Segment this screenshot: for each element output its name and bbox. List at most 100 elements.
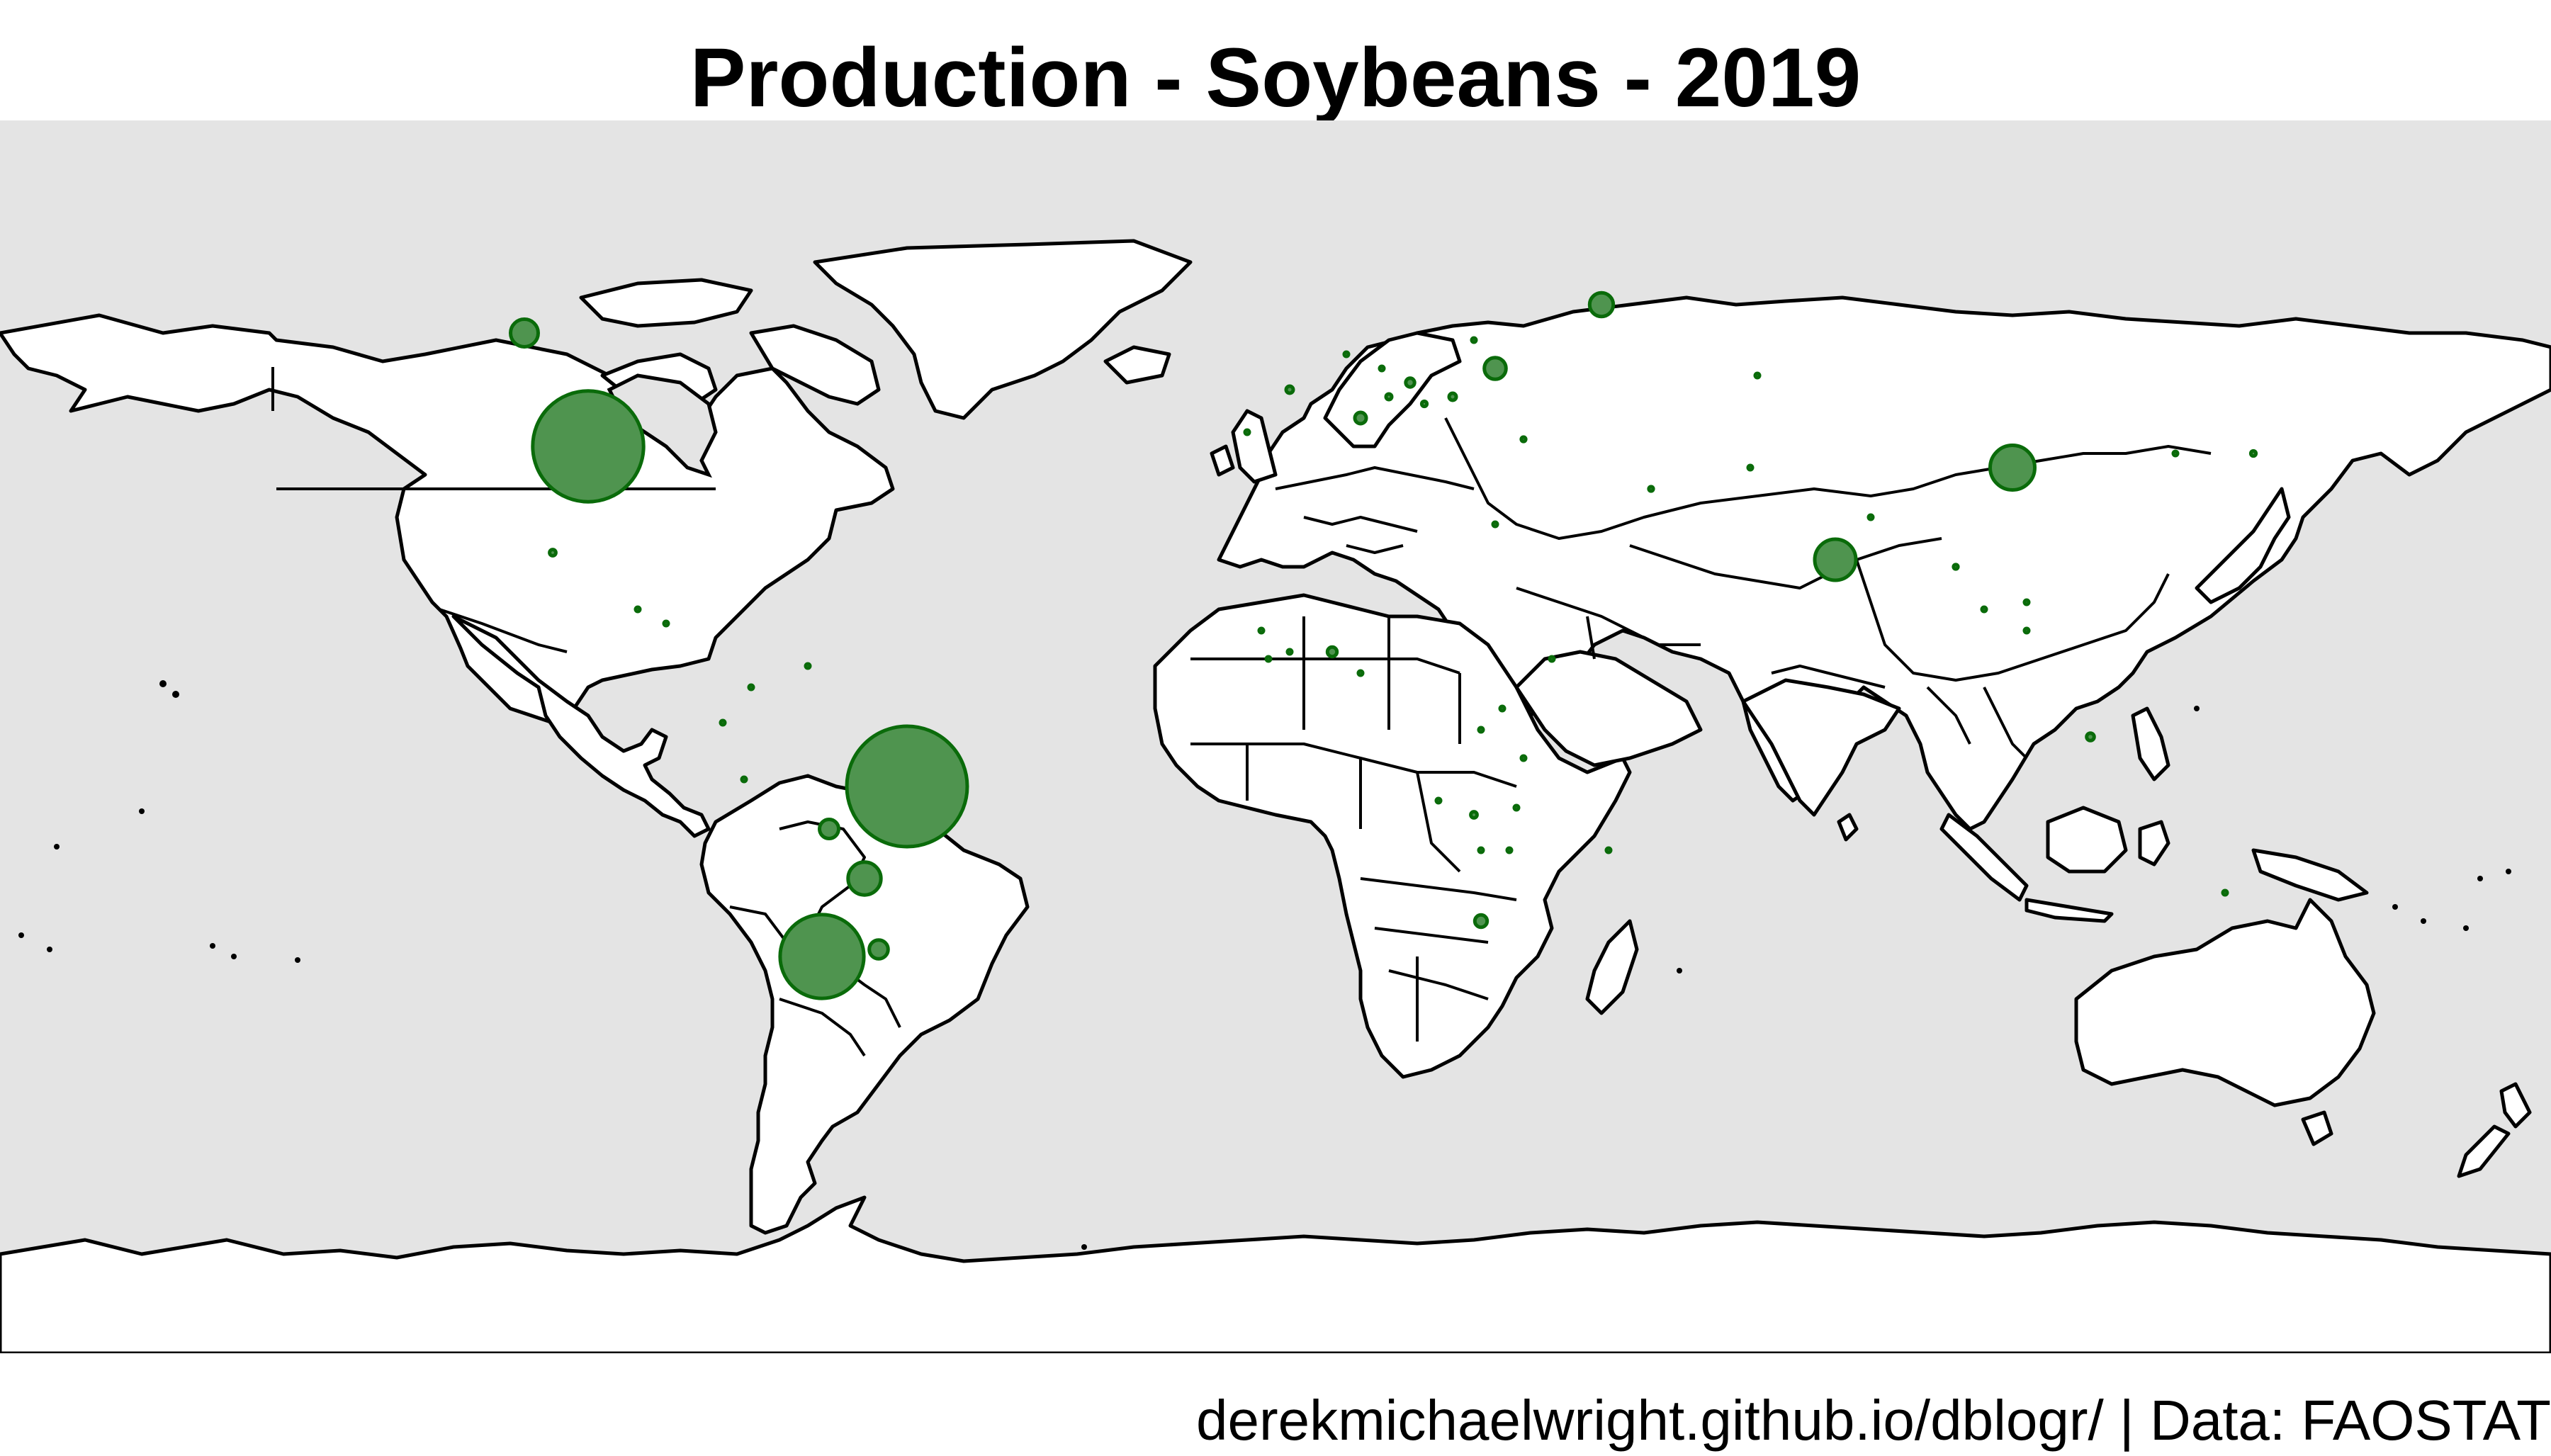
landmass-india <box>1741 678 1901 817</box>
production-bubble <box>1434 796 1443 805</box>
border-southeast-asia <box>1926 686 2028 760</box>
production-bubble <box>1746 463 1755 472</box>
production-bubble <box>1447 391 1458 402</box>
production-bubble <box>1470 336 1478 344</box>
production-bubble <box>1519 435 1528 444</box>
landmass-tasmania <box>2301 1110 2333 1146</box>
island-dot <box>2477 876 2483 881</box>
landmass-sri-lanka <box>1837 813 1859 842</box>
production-bubble <box>2022 598 2031 606</box>
production-bubble <box>1587 290 1616 319</box>
landmass-africa <box>1153 593 1632 1079</box>
production-bubble <box>1753 371 1762 380</box>
production-bubble <box>2248 448 2258 458</box>
landmass-britain <box>1231 409 1278 484</box>
production-bubble <box>1866 513 1875 521</box>
map-title: Production - Soybeans - 2019 <box>689 31 1862 125</box>
landmasses <box>0 239 2551 1353</box>
production-bubble <box>1419 399 1429 409</box>
island-dot <box>295 957 300 963</box>
production-bubble <box>740 775 748 784</box>
production-bubble <box>1482 356 1508 381</box>
island-dot <box>1677 968 1682 974</box>
production-bubble <box>548 548 558 558</box>
production-bubble <box>778 913 866 1000</box>
border-us-mexico <box>439 608 568 653</box>
production-bubble <box>1988 444 2037 492</box>
island-dot <box>139 808 145 814</box>
landmass-java <box>2025 898 2114 923</box>
landmass-arabia <box>1514 650 1703 767</box>
small-islands <box>18 680 2511 1250</box>
border-china <box>1855 559 2170 682</box>
production-bubble <box>818 818 840 840</box>
island-dot <box>2506 869 2511 874</box>
production-bubble <box>719 718 727 727</box>
border-africa-north <box>1190 616 1461 744</box>
production-bubbles <box>509 290 2258 1000</box>
island-dot <box>231 954 237 959</box>
production-bubble <box>747 683 755 692</box>
production-bubble <box>1243 428 1251 436</box>
production-bubble <box>1498 704 1507 713</box>
production-bubble <box>509 317 540 349</box>
production-bubble <box>1384 392 1394 402</box>
production-bubble <box>1980 605 1988 614</box>
production-bubble <box>867 938 890 961</box>
production-bubble <box>1813 537 1858 582</box>
landmass-iceland <box>1103 345 1171 385</box>
island-dot <box>47 947 52 952</box>
production-bubble <box>2085 731 2096 743</box>
production-bubble <box>1284 384 1295 395</box>
landmass-new-zealand-north <box>2499 1082 2532 1129</box>
production-bubble <box>1548 655 1556 663</box>
landmass-antarctica <box>0 1195 2551 1353</box>
production-bubble <box>662 619 670 628</box>
landmass-borneo <box>2046 806 2128 874</box>
landmass-baffin <box>749 324 881 406</box>
landmass-australia <box>2074 898 2376 1107</box>
production-bubble <box>2171 449 2180 458</box>
border-africa-mid <box>1190 743 1517 873</box>
island-dot <box>2194 706 2200 711</box>
border-central-asia <box>1629 537 1942 589</box>
production-bubble <box>2022 626 2031 635</box>
landmass-madagascar <box>1585 919 1639 1015</box>
border-europe <box>1275 466 1475 554</box>
production-bubble <box>2221 888 2229 897</box>
island-dot <box>18 932 24 938</box>
production-bubble <box>1472 913 1490 930</box>
production-bubble <box>1647 485 1655 493</box>
island-dot <box>172 691 179 698</box>
production-bubble <box>1469 810 1479 820</box>
landmass-sulawesi <box>2138 820 2170 867</box>
island-dot <box>2463 925 2469 931</box>
production-bubble <box>1257 626 1266 635</box>
production-bubble <box>1491 520 1499 529</box>
landmass-ellesmere <box>579 278 753 328</box>
production-bubble <box>1519 754 1528 762</box>
map-caption: derekmichaelwright.github.io/dblogr/ | D… <box>1196 1389 2551 1452</box>
production-bubble <box>1512 803 1521 812</box>
production-bubble <box>1356 669 1365 677</box>
production-bubble <box>1264 655 1273 663</box>
world-map <box>0 120 2551 1353</box>
production-bubble <box>1378 364 1386 373</box>
landmass-new-guinea <box>2251 848 2369 902</box>
production-bubble <box>633 605 642 614</box>
island-dot <box>54 844 60 850</box>
island-dot <box>159 680 167 687</box>
production-bubble <box>846 860 883 897</box>
production-bubble <box>1477 846 1485 854</box>
border-argentina <box>779 998 866 1057</box>
border-us-canada <box>271 367 716 490</box>
landmass-philippines <box>2131 706 2170 781</box>
island-dot <box>2421 918 2426 924</box>
production-bubble <box>1404 376 1417 389</box>
production-bubble <box>1285 648 1294 656</box>
landmass-sumatra <box>1939 813 2029 902</box>
production-bubble <box>531 389 646 504</box>
production-bubble <box>1604 846 1613 854</box>
landmass-ireland <box>1210 444 1235 477</box>
production-bubble <box>1952 563 1960 571</box>
